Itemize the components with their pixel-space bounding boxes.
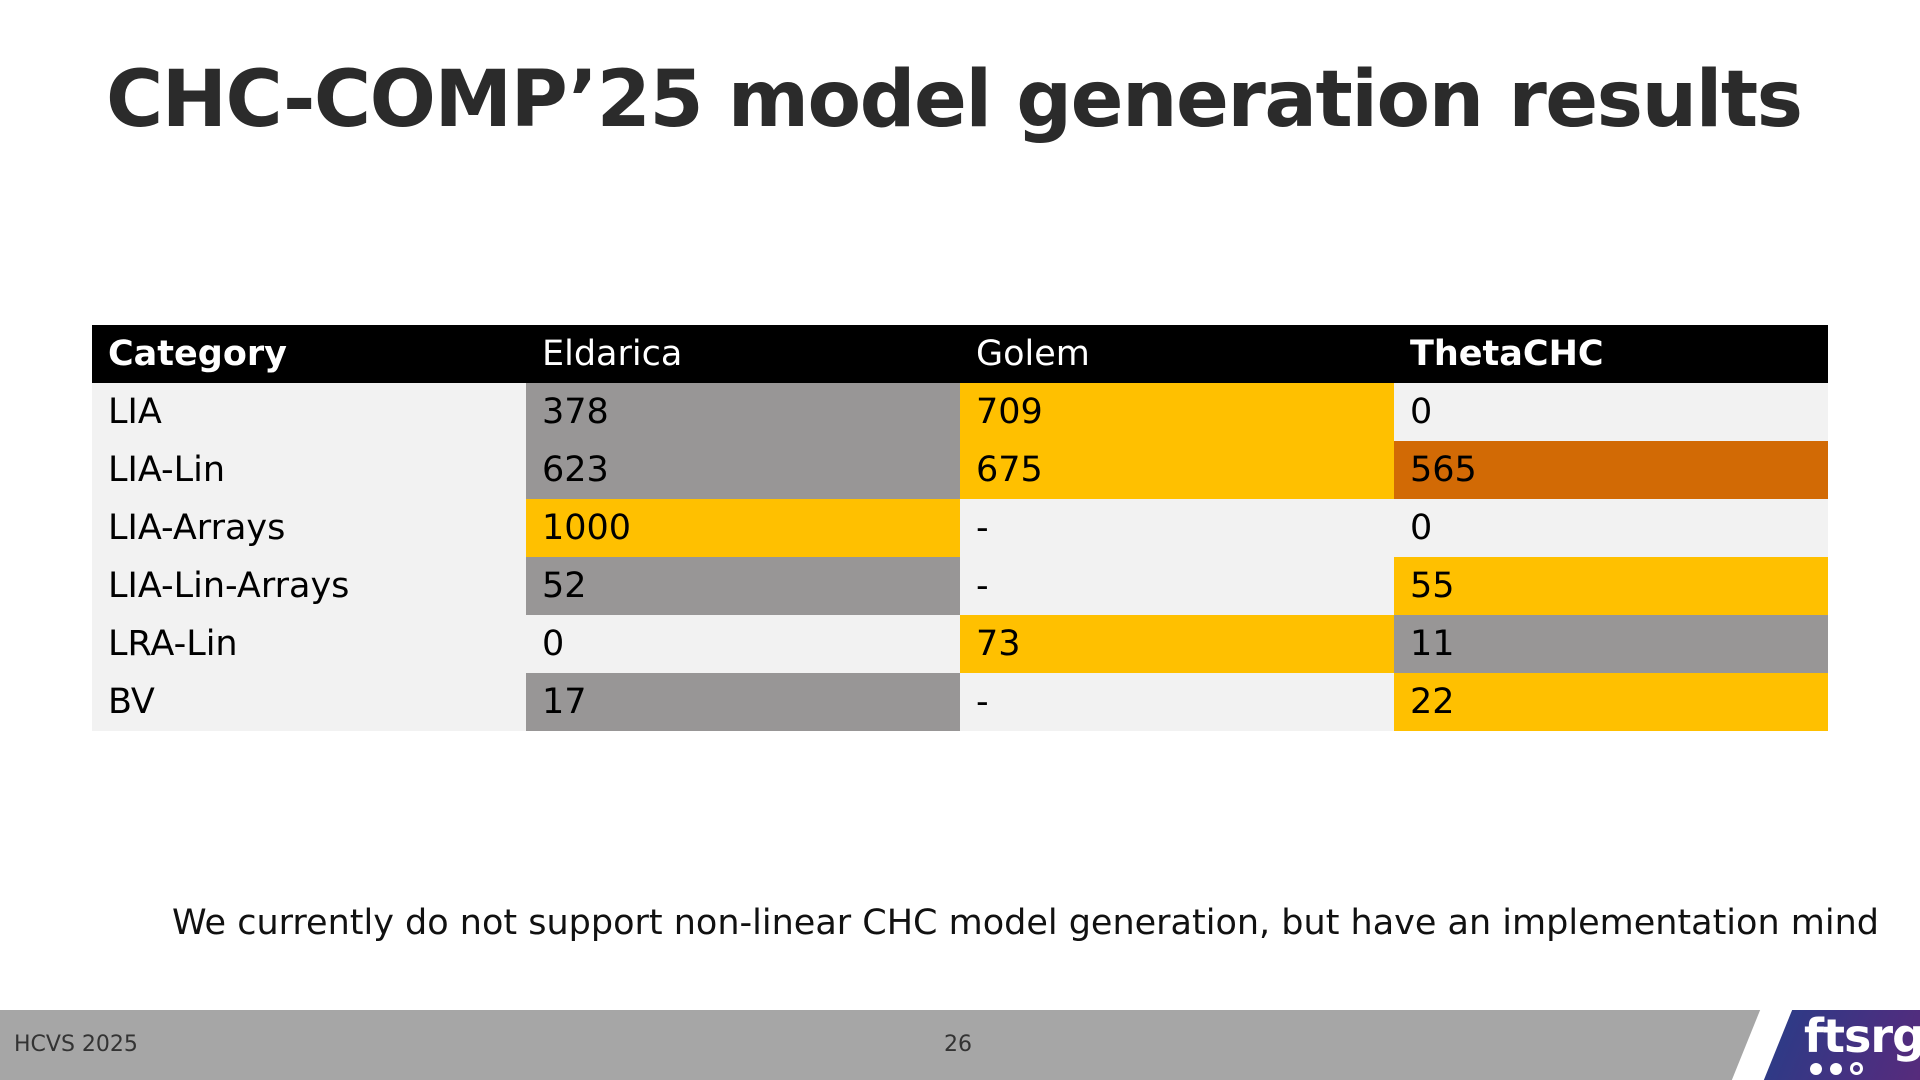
header-eldarica: Eldarica: [526, 325, 960, 383]
category-cell: LRA-Lin: [92, 615, 526, 673]
slide-note: We currently do not support non-linear C…: [172, 903, 1879, 943]
slide-title: CHC-COMP’25 model generation results: [106, 55, 1803, 145]
eldarica-cell: 1000: [526, 499, 960, 557]
thetachc-cell: 22: [1394, 673, 1828, 731]
table-header-row: Category Eldarica Golem ThetaCHC: [92, 325, 1828, 383]
table-row: BV 17 - 22: [92, 673, 1828, 731]
thetachc-cell: 55: [1394, 557, 1828, 615]
golem-cell: 73: [960, 615, 1394, 673]
category-cell: LIA-Lin: [92, 441, 526, 499]
category-cell: BV: [92, 673, 526, 731]
golem-cell: -: [960, 557, 1394, 615]
table-row: LIA 378 709 0: [92, 383, 1828, 441]
category-cell: LIA: [92, 383, 526, 441]
category-cell: LIA-Arrays: [92, 499, 526, 557]
golem-cell: -: [960, 673, 1394, 731]
header-category: Category: [92, 325, 526, 383]
page-number: 26: [944, 1032, 972, 1057]
eldarica-cell: 52: [526, 557, 960, 615]
golem-cell: -: [960, 499, 1394, 557]
thetachc-cell: 11: [1394, 615, 1828, 673]
eldarica-cell: 623: [526, 441, 960, 499]
logo-dots-icon: [1810, 1060, 1871, 1075]
footer-bar: HCVS 2025 26 ftsrg: [0, 1009, 1920, 1080]
thetachc-cell: 0: [1394, 383, 1828, 441]
thetachc-cell: 565: [1394, 441, 1828, 499]
table-row: LIA-Arrays 1000 - 0: [92, 499, 1828, 557]
table-row: LIA-Lin-Arrays 52 - 55: [92, 557, 1828, 615]
table-row: LIA-Lin 623 675 565: [92, 441, 1828, 499]
eldarica-cell: 0: [526, 615, 960, 673]
eldarica-cell: 378: [526, 383, 960, 441]
ftsrg-logo: ftsrg: [1804, 1009, 1920, 1063]
thetachc-cell: 0: [1394, 499, 1828, 557]
results-table: Category Eldarica Golem ThetaCHC LIA 378…: [92, 325, 1828, 731]
header-thetachc: ThetaCHC: [1394, 325, 1828, 383]
header-golem: Golem: [960, 325, 1394, 383]
category-cell: LIA-Lin-Arrays: [92, 557, 526, 615]
table-row: LRA-Lin 0 73 11: [92, 615, 1828, 673]
footer-event: HCVS 2025: [14, 1032, 138, 1057]
eldarica-cell: 17: [526, 673, 960, 731]
golem-cell: 675: [960, 441, 1394, 499]
golem-cell: 709: [960, 383, 1394, 441]
